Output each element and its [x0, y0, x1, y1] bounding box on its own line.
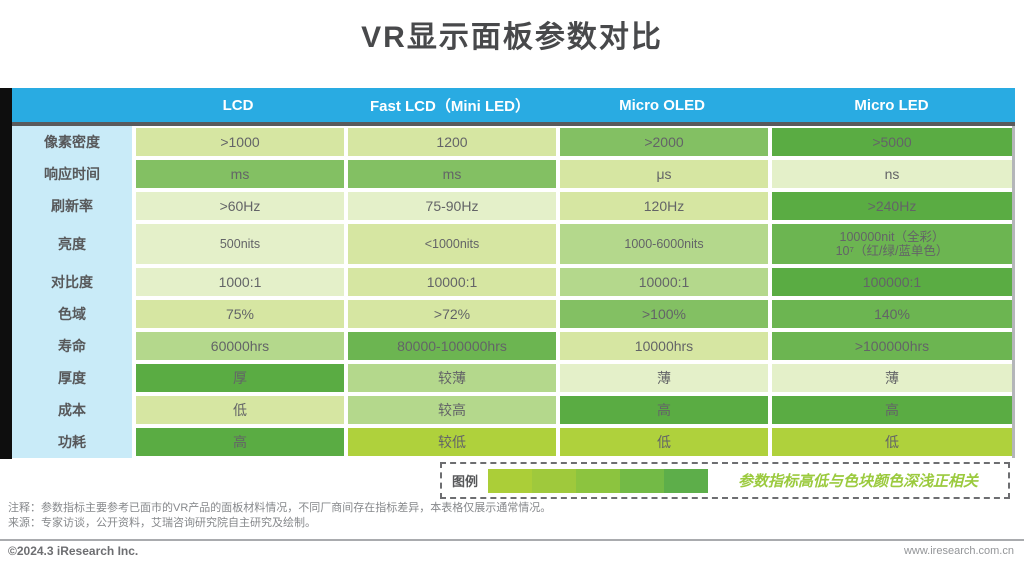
table-cell: 60000hrs	[136, 332, 344, 360]
table-cell: 高	[772, 396, 1012, 424]
table-cell: 高	[560, 396, 768, 424]
footnote-1: 注释：参数指标主要参考已面市的VR产品的面板材料情况，不同厂商间存在指标差异，本…	[8, 502, 552, 514]
column-header-lcd: LCD	[222, 96, 254, 114]
legend-swatch	[488, 468, 533, 493]
footnote-2: 来源：专家访谈，公开资料，艾瑞咨询研究院自主研究及绘制。	[8, 517, 316, 529]
table-cell: 10000:1	[560, 268, 768, 296]
table-cell: <1000nits	[348, 224, 556, 264]
legend-gradient	[488, 468, 709, 493]
row-label: 色域	[12, 298, 132, 330]
header-corner	[12, 88, 132, 122]
table-body: 像素密度 >1000 1200 >2000 >5000 响应时间 ms ms μs ns 刷新率 >6…	[12, 126, 1015, 458]
table-cell: 高	[136, 428, 344, 456]
left-edge-strip	[0, 88, 12, 459]
row-label: 亮度	[12, 222, 132, 266]
table-cell: 75%	[136, 300, 344, 328]
table-cell: 140%	[772, 300, 1012, 328]
table-cell: 1000-6000nits	[560, 224, 768, 264]
row-label: 对比度	[12, 266, 132, 298]
row-label: 像素密度	[12, 126, 132, 158]
table-row: 刷新率 >60Hz 75-90Hz 120Hz >240Hz	[12, 190, 1012, 222]
row-label: 厚度	[12, 362, 132, 394]
table-cell: μs	[560, 160, 768, 188]
table-cell: 10000hrs	[560, 332, 768, 360]
table-cell: ns	[772, 160, 1012, 188]
table-header-row: LCD Fast LCD（Mini LED） Micro OLED Micro …	[12, 88, 1015, 122]
table-row: 功耗高较低低低	[12, 426, 1012, 458]
table-cell: ms	[348, 160, 556, 188]
legend: 图例 参数指标高低与色块颜色深浅正相关	[440, 462, 1010, 499]
column-header-fast-lcd: Fast LCD（Mini LED）	[370, 97, 530, 115]
table-cell: >100000hrs	[772, 332, 1012, 360]
legend-swatch	[532, 468, 577, 493]
table-row: 对比度 1000:1 10000:1 10000:1 100000:1	[12, 266, 1012, 298]
table-cell: 较高	[348, 396, 556, 424]
table-cell: 120Hz	[560, 192, 768, 220]
table-cell: 低	[772, 428, 1012, 456]
table-cell: 100000nit（全彩） 10⁷（红/绿/蓝单色）	[772, 224, 1012, 264]
row-label: 刷新率	[12, 190, 132, 222]
table-row: 成本低较高高高	[12, 394, 1012, 426]
table-cell: >72%	[348, 300, 556, 328]
row-label: 寿命	[12, 330, 132, 362]
table-cell: 较低	[348, 428, 556, 456]
footnotes: 注释：参数指标主要参考已面市的VR产品的面板材料情况，不同厂商间存在指标差异，本…	[8, 501, 551, 531]
table-cell: 低	[560, 428, 768, 456]
table-cell: 500nits	[136, 224, 344, 264]
legend-note: 参数指标高低与色块颜色深浅正相关	[738, 473, 979, 490]
table-cell: 1200	[348, 128, 556, 156]
comparison-table: LCD Fast LCD（Mini LED） Micro OLED Micro …	[12, 88, 1015, 458]
table-cell: 75-90Hz	[348, 192, 556, 220]
table-cell: 薄	[560, 364, 768, 392]
table-cell: ms	[136, 160, 344, 188]
table-cell: 低	[136, 396, 344, 424]
table-cell: 薄	[772, 364, 1012, 392]
legend-label: 图例	[452, 474, 479, 489]
row-label: 成本	[12, 394, 132, 426]
table-cell: 1000:1	[136, 268, 344, 296]
legend-swatch	[620, 468, 665, 493]
table-cell: >100%	[560, 300, 768, 328]
table-cell: >2000	[560, 128, 768, 156]
row-label: 响应时间	[12, 158, 132, 190]
website-url: www.iresearch.com.cn	[903, 545, 1014, 557]
table-cell: 较薄	[348, 364, 556, 392]
table-row: 响应时间 ms ms μs ns	[12, 158, 1012, 190]
legend-swatch	[576, 468, 621, 493]
column-header-micro-oled: Micro OLED	[619, 96, 705, 114]
table-cell: >5000	[772, 128, 1012, 156]
table-cell: >240Hz	[772, 192, 1012, 220]
table-row: 寿命 60000hrs 80000-100000hrs 10000hrs >100000…	[12, 330, 1012, 362]
table-row: 像素密度 >1000 1200 >2000 >5000	[12, 126, 1012, 158]
column-header-micro-led: Micro LED	[854, 96, 929, 114]
page-title: VR显示面板参数对比	[361, 21, 663, 54]
copyright: ©2024.3 iResearch Inc.	[8, 544, 139, 558]
table-row: 亮度 500nits <1000nits 1000-6000nits 100000nit…	[12, 222, 1012, 266]
legend-swatch	[664, 468, 709, 493]
header-divider	[12, 122, 1015, 126]
table-cell: >60Hz	[136, 192, 344, 220]
table-cell: 80000-100000hrs	[348, 332, 556, 360]
table-cell: 100000:1	[772, 268, 1012, 296]
row-label: 功耗	[12, 426, 132, 458]
footer-divider	[0, 539, 1024, 541]
table-cell: 10000:1	[348, 268, 556, 296]
table-cell: >1000	[136, 128, 344, 156]
table-row: 厚度厚较薄薄薄	[12, 362, 1012, 394]
table-row: 色域 75% >72% >100% 140%	[12, 298, 1012, 330]
table-cell: 厚	[136, 364, 344, 392]
